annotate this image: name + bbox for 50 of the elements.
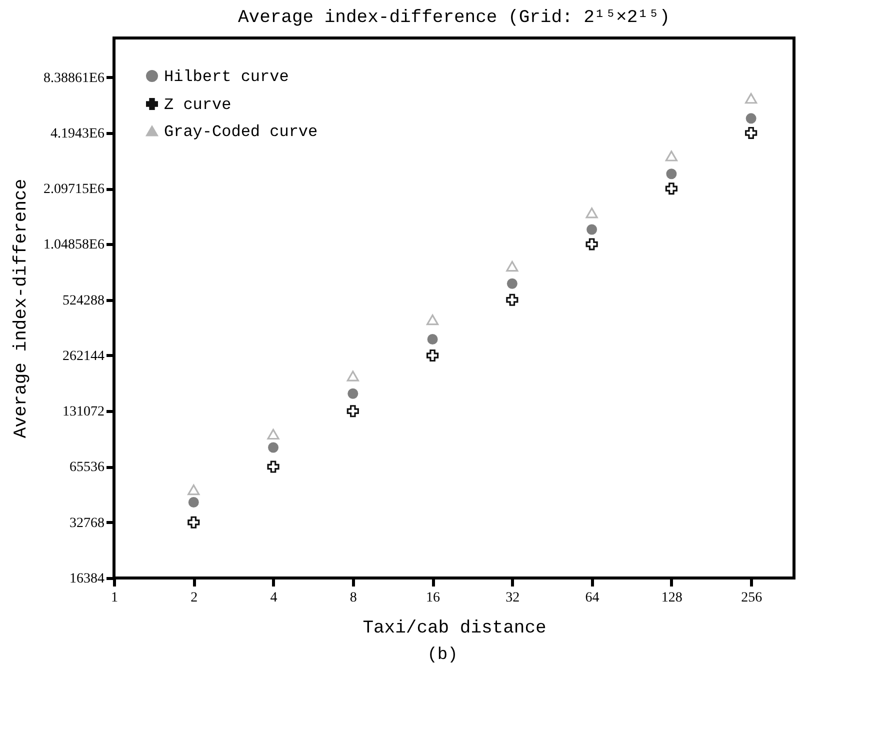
- y-axis-title: Average index-difference: [11, 178, 32, 438]
- y-tick-label: 524288: [62, 293, 104, 308]
- y-tick-label: 1.04858E6: [43, 238, 104, 253]
- x-tick-label: 64: [585, 590, 600, 606]
- point: [188, 484, 200, 496]
- y-tick-label: 131072: [62, 404, 104, 420]
- chart-title: Average index-difference (Grid: 2¹⁵×2¹⁵): [238, 8, 670, 28]
- point: [267, 460, 280, 473]
- x-tick-label: 16: [426, 590, 440, 606]
- x-tick-label: 256: [741, 590, 762, 606]
- y-tick-label: 16384: [70, 572, 104, 586]
- point: [745, 92, 758, 104]
- point: [506, 278, 518, 289]
- point: [666, 168, 677, 180]
- y-tick-label: 4.1943E6: [50, 126, 104, 142]
- point: [346, 370, 359, 382]
- point: [746, 113, 756, 124]
- point: [427, 334, 438, 344]
- point: [188, 497, 199, 508]
- point: [665, 150, 678, 162]
- point: [426, 314, 439, 326]
- x-tick-label: 8: [350, 590, 357, 606]
- x-axis-title: Taxi/cab distance: [362, 618, 546, 638]
- x-tick-label: 2: [190, 590, 198, 606]
- point: [506, 294, 518, 306]
- y-tick-label: 65536: [70, 460, 104, 476]
- y-tick-label: 262144: [62, 348, 104, 364]
- point: [586, 224, 598, 235]
- point: [267, 428, 280, 440]
- x-tick-label: 4: [270, 590, 278, 606]
- point: [426, 349, 439, 362]
- point: [745, 126, 758, 140]
- legend-label: Gray-Coded curve: [164, 123, 318, 141]
- x-tick-label: 128: [661, 590, 682, 606]
- text: (b): [426, 646, 459, 665]
- point: [188, 516, 200, 528]
- legend-label: Hilbert curve: [164, 68, 289, 86]
- y-tick-label: 2.09715E6: [43, 182, 104, 198]
- y-tick-label: 8.38861E6: [43, 70, 104, 86]
- point: [506, 260, 518, 272]
- legend-label: Z curve: [164, 96, 232, 114]
- point: [586, 208, 598, 218]
- point: [268, 442, 279, 453]
- point: [348, 388, 358, 399]
- y-tick-label: 32768: [70, 516, 104, 531]
- point: [346, 405, 359, 418]
- point: [665, 182, 678, 195]
- point: [586, 238, 598, 250]
- x-tick-label: 32: [506, 590, 520, 606]
- x-tick-label: 1: [111, 590, 118, 606]
